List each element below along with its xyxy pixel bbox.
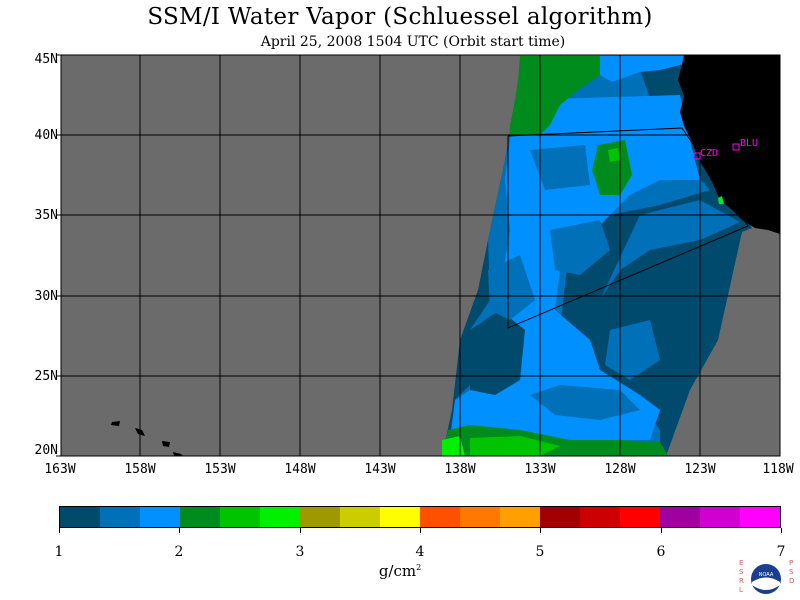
noaa-esrl-psd-logo: E S R L NOAA P S D	[739, 559, 794, 594]
station-blu-label: BLU	[740, 138, 759, 149]
lon-label-138w: 138W	[444, 462, 476, 477]
coast-speck	[718, 196, 724, 204]
swath-green-region-mid	[592, 140, 632, 195]
colorbar-swatch	[740, 507, 780, 527]
colorbar-swatch	[220, 507, 260, 527]
colorbar-swatch	[140, 507, 180, 527]
swath-medium-patch-1	[488, 255, 535, 320]
island-4	[173, 452, 183, 456]
colorbar-tick-label: 6	[656, 544, 666, 560]
lon-label-143w: 143W	[364, 462, 396, 477]
swath-dark-patch-2	[605, 320, 660, 380]
map-subtitle: April 25, 2008 1504 UTC (Orbit start tim…	[260, 34, 566, 50]
colorbar-swatch	[620, 507, 660, 527]
land-north-america	[678, 55, 780, 234]
lon-label-158w: 158W	[124, 462, 156, 477]
colorbar-units: g/cm2	[0, 562, 800, 580]
island-1	[111, 421, 120, 426]
lon-label-153w: 153W	[204, 462, 236, 477]
lon-label-133w: 133W	[524, 462, 556, 477]
colorbar	[59, 506, 781, 528]
colorbar-swatch	[180, 507, 220, 527]
colorbar-tick-label: 4	[415, 544, 425, 560]
colorbar-tick	[661, 528, 662, 533]
colorbar-swatch	[340, 507, 380, 527]
noaa-wave-icon	[752, 577, 780, 590]
colorbar-swatch	[700, 507, 740, 527]
lon-label-123w: 123W	[684, 462, 716, 477]
lat-label-35n: 35N	[34, 208, 58, 223]
island-3	[162, 441, 170, 447]
lat-label-30n: 30N	[34, 289, 58, 304]
lat-label-40n: 40N	[34, 128, 58, 143]
logo-s: S	[739, 568, 744, 576]
lat-label-25n: 25N	[34, 369, 58, 384]
colorbar-tick-label: 3	[295, 544, 305, 560]
lat-label-45n: 45N	[34, 52, 58, 67]
logo-noaa-text: NOAA	[759, 572, 774, 578]
colorbar-swatch	[660, 507, 700, 527]
colorbar-swatch	[540, 507, 580, 527]
swath-green-speck	[608, 148, 620, 162]
station-czd-marker	[693, 152, 701, 160]
colorbar-tick-label: 5	[535, 544, 545, 560]
colorbar-tick	[420, 528, 421, 533]
map-frame	[60, 54, 781, 457]
colorbar-tick	[179, 528, 180, 533]
swath-green-region-north-2	[600, 56, 684, 82]
map-title: SSM/I Water Vapor (Schluessel algorithm)	[147, 4, 653, 30]
map-ticks	[56, 54, 61, 457]
colorbar-tick	[59, 528, 60, 533]
colorbar-tick-label: 1	[54, 544, 64, 560]
logo-e: E	[739, 559, 743, 567]
colorbar-swatch	[300, 507, 340, 527]
lon-label-128w: 128W	[604, 462, 636, 477]
logo-d: D	[789, 577, 794, 585]
lat-gridlines	[61, 134, 780, 377]
colorbar-tick-label: 2	[174, 544, 184, 560]
colorbar-swatch	[380, 507, 420, 527]
region-outline	[507, 127, 749, 329]
swath-medium-patch-3	[530, 145, 590, 190]
swath-bright-green-south	[442, 436, 465, 456]
logo-r: R	[739, 577, 744, 585]
colorbar-swatch	[260, 507, 300, 527]
swath-light-green-south	[470, 436, 560, 456]
swath-dark-patch-1	[470, 310, 525, 395]
swath-medium-region-2	[600, 200, 740, 300]
lon-label-118w: 118W	[762, 462, 794, 477]
colorbar-swatch	[460, 507, 500, 527]
units-text: g/cm	[378, 562, 417, 580]
colorbar-tick	[300, 528, 301, 533]
lon-label-148w: 148W	[284, 462, 316, 477]
colorbar-swatch	[500, 507, 540, 527]
colorbar-tick	[781, 528, 782, 533]
station-czd-label: CZD	[700, 148, 719, 159]
colorbar-swatch	[100, 507, 140, 527]
logo-l: L	[739, 586, 743, 594]
swath-medium-patch-2	[550, 220, 610, 275]
swath-dark-patch-3	[530, 385, 640, 420]
colorbar-swatch	[60, 507, 100, 527]
lon-gridlines	[139, 55, 701, 456]
logo-p: P	[789, 559, 793, 567]
units-exponent: 2	[416, 563, 422, 572]
colorbar-tick-label: 7	[776, 544, 786, 560]
lat-label-20n: 20N	[34, 443, 58, 458]
logo-s2: S	[789, 568, 794, 576]
lon-label-163w: 163W	[44, 462, 76, 477]
colorbar-tick	[540, 528, 541, 533]
colorbar-swatch	[420, 507, 460, 527]
swath-green-region-north	[510, 56, 600, 136]
station-blu-marker	[732, 143, 740, 151]
colorbar-swatch	[580, 507, 620, 527]
